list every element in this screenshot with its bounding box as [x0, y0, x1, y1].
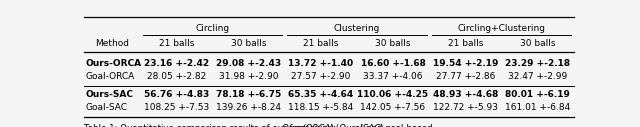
Text: 31.98 +-2.90: 31.98 +-2.90: [219, 72, 278, 81]
Text: 23.16 +-2.42: 23.16 +-2.42: [144, 59, 209, 68]
Text: Ours-SAC: Ours-SAC: [86, 90, 134, 99]
Text: 27.57 +-2.90: 27.57 +-2.90: [291, 72, 351, 81]
Text: 80.01 +-6.19: 80.01 +-6.19: [505, 90, 570, 99]
Text: 118.15 +-5.84: 118.15 +-5.84: [288, 103, 353, 112]
Text: 32.47 +-2.99: 32.47 +-2.99: [508, 72, 567, 81]
Text: 48.93 +-4.68: 48.93 +-4.68: [433, 90, 498, 99]
Text: 142.05 +-7.56: 142.05 +-7.56: [360, 103, 426, 112]
Text: 30 balls: 30 balls: [231, 39, 266, 48]
Text: 110.06 +-4.25: 110.06 +-4.25: [357, 90, 429, 99]
Text: 161.01 +-6.84: 161.01 +-6.84: [505, 103, 570, 112]
Text: 30 balls: 30 balls: [375, 39, 411, 48]
Text: 21 balls: 21 balls: [447, 39, 483, 48]
Text: 27.77 +-2.86: 27.77 +-2.86: [435, 72, 495, 81]
Text: 29.08 +-2.43: 29.08 +-2.43: [216, 59, 281, 68]
Text: 108.25 +-7.53: 108.25 +-7.53: [144, 103, 209, 112]
Text: 21 balls: 21 balls: [303, 39, 339, 48]
Text: 16.60 +-1.68: 16.60 +-1.68: [360, 59, 426, 68]
Text: Goal-ORCA: Goal-ORCA: [86, 72, 134, 81]
Text: 28.05 +-2.82: 28.05 +-2.82: [147, 72, 206, 81]
Text: ) and goal-based: ) and goal-based: [360, 124, 433, 127]
Text: 56.76 +-4.83: 56.76 +-4.83: [144, 90, 209, 99]
Text: 23.29 +-2.18: 23.29 +-2.18: [505, 59, 570, 68]
Text: Ours(ORCA), Ours(SAC): Ours(ORCA), Ours(SAC): [282, 124, 383, 127]
Text: Circling: Circling: [195, 24, 230, 33]
Text: 122.72 +-5.93: 122.72 +-5.93: [433, 103, 498, 112]
Text: 19.54 +-2.19: 19.54 +-2.19: [433, 59, 498, 68]
Text: 33.37 +-4.06: 33.37 +-4.06: [364, 72, 423, 81]
Text: Clustering: Clustering: [333, 24, 380, 33]
Text: 21 balls: 21 balls: [159, 39, 194, 48]
Text: 30 balls: 30 balls: [520, 39, 555, 48]
Text: Goal-SAC: Goal-SAC: [86, 103, 127, 112]
Text: Table 1: Quantitative comparison results of our framework(: Table 1: Quantitative comparison results…: [84, 124, 339, 127]
Text: 65.35 +-4.64: 65.35 +-4.64: [288, 90, 353, 99]
Text: 139.26 +-8.24: 139.26 +-8.24: [216, 103, 281, 112]
Text: Ours-ORCA: Ours-ORCA: [86, 59, 141, 68]
Text: 13.72 +-1.40: 13.72 +-1.40: [288, 59, 353, 68]
Text: Method: Method: [95, 39, 129, 48]
Text: 78.18 +-6.75: 78.18 +-6.75: [216, 90, 281, 99]
Text: Circling+Clustering: Circling+Clustering: [458, 24, 545, 33]
